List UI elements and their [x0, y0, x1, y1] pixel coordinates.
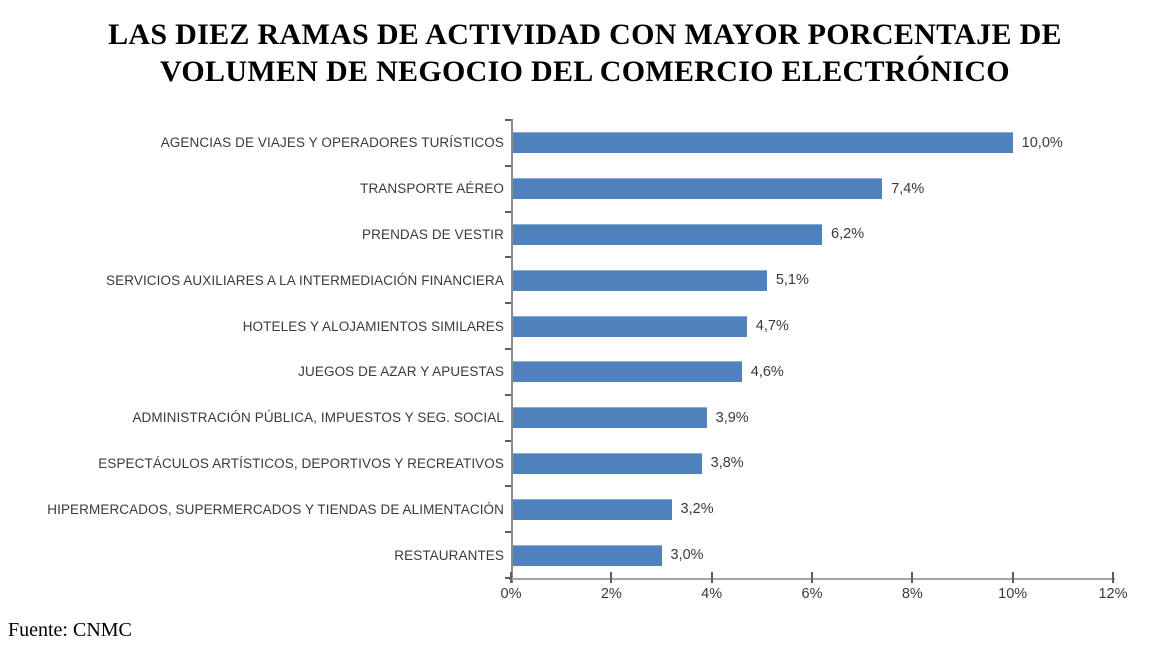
category-label: SERVICIOS AUXILIARES A LA INTERMEDIACIÓN… [106, 272, 504, 288]
value-label: 3,2% [680, 501, 714, 518]
bar-track: 6,2% [511, 212, 1113, 258]
y-axis-tick [505, 348, 511, 350]
plot-area: AGENCIAS DE VIAJES Y OPERADORES TURÍSTIC… [0, 120, 1170, 578]
x-axis-tick-label: 6% [801, 586, 823, 602]
bar-track: 4,7% [511, 303, 1113, 349]
y-axis-line [511, 119, 513, 583]
x-axis-tick-label: 0% [500, 586, 522, 602]
y-axis-tick [505, 577, 511, 579]
x-axis-tick [710, 572, 713, 583]
x-axis-tick [911, 572, 914, 583]
value-label: 4,7% [755, 318, 789, 335]
x-axis-tick [1112, 572, 1114, 583]
bar-row: JUEGOS DE AZAR Y APUESTAS 4,6% [0, 349, 1170, 395]
bar [511, 132, 1013, 154]
category-label: ADMINISTRACIÓN PÚBLICA, IMPUESTOS Y SEG.… [132, 410, 504, 426]
bar-track: 3,2% [511, 486, 1113, 532]
x-axis-tick-label: 10% [998, 586, 1028, 602]
bar-row: ESPECTÁCULOS ARTÍSTICOS, DEPORTIVOS Y RE… [0, 441, 1170, 487]
bar [511, 452, 702, 474]
y-axis-tick [505, 302, 511, 305]
value-label: 7,4% [891, 180, 925, 197]
category-label: TRANSPORTE AÉREO [360, 181, 504, 197]
x-axis-tick-label: 4% [701, 586, 723, 602]
bar-track: 7,4% [511, 166, 1113, 212]
x-axis-tick [610, 572, 613, 583]
bar [511, 498, 672, 520]
bar [511, 544, 662, 566]
bar-row: RESTAURANTES 3,0% [0, 532, 1170, 578]
value-label: 3,9% [715, 409, 749, 426]
value-label: 4,6% [750, 363, 784, 380]
value-label: 10,0% [1021, 134, 1063, 151]
chart-title-line-1: LAS DIEZ RAMAS DE ACTIVIDAD CON MAYOR PO… [108, 18, 1062, 51]
y-axis-tick [505, 164, 511, 167]
value-label: 6,2% [831, 226, 865, 243]
category-label: RESTAURANTES [394, 547, 504, 563]
chart-title: LAS DIEZ RAMAS DE ACTIVIDAD CON MAYOR PO… [0, 16, 1170, 90]
bar-row: SERVICIOS AUXILIARES A LA INTERMEDIACIÓN… [0, 257, 1170, 303]
bar [511, 223, 823, 245]
category-label: PRENDAS DE VESTIR [362, 226, 504, 242]
category-label: ESPECTÁCULOS ARTÍSTICOS, DEPORTIVOS Y RE… [98, 455, 504, 471]
x-axis-tick [510, 572, 512, 583]
source-note: Fuente: CNMC [8, 619, 132, 641]
x-axis-tick-label: 2% [600, 586, 622, 602]
value-label: 5,1% [775, 272, 809, 289]
bar [511, 178, 883, 200]
y-axis-tick [505, 485, 511, 488]
bar-row: PRENDAS DE VESTIR 6,2% [0, 212, 1170, 258]
bar-track: 4,6% [511, 349, 1113, 395]
y-axis-tick [505, 119, 511, 121]
bar-row: ADMINISTRACIÓN PÚBLICA, IMPUESTOS Y SEG.… [0, 395, 1170, 441]
chart-title-line-2: VOLUMEN DE NEGOCIO DEL COMERCIO ELECTRÓN… [160, 55, 1010, 88]
y-axis-tick [505, 531, 511, 534]
category-label: JUEGOS DE AZAR Y APUESTAS [298, 364, 504, 380]
bar [511, 361, 742, 383]
x-axis-tick-label: 8% [901, 586, 923, 602]
y-axis-tick [505, 256, 511, 259]
bar-track: 3,8% [511, 441, 1113, 487]
x-axis-tick [811, 572, 813, 583]
y-axis-tick [505, 393, 511, 396]
bar-track: 3,0% [511, 532, 1113, 578]
bar-row: HOTELES Y ALOJAMIENTOS SIMILARES 4,7% [0, 303, 1170, 349]
bar-track: 3,9% [511, 395, 1113, 441]
bar-row: HIPERMERCADOS, SUPERMERCADOS Y TIENDAS D… [0, 486, 1170, 532]
bar [511, 315, 747, 337]
y-axis-tick [505, 439, 511, 442]
value-label: 3,0% [670, 547, 704, 564]
bar [511, 407, 707, 429]
bar-row: TRANSPORTE AÉREO 7,4% [0, 166, 1170, 212]
value-label: 3,8% [710, 455, 744, 472]
category-label: HOTELES Y ALOJAMIENTOS SIMILARES [242, 318, 504, 334]
x-axis-tick [1011, 572, 1014, 583]
bar-track: 5,1% [511, 257, 1113, 303]
x-axis-tick-label: 12% [1098, 586, 1128, 602]
category-label: HIPERMERCADOS, SUPERMERCADOS Y TIENDAS D… [47, 501, 504, 517]
bar-row: AGENCIAS DE VIAJES Y OPERADORES TURÍSTIC… [0, 120, 1170, 166]
category-label: AGENCIAS DE VIAJES Y OPERADORES TURÍSTIC… [160, 135, 504, 151]
y-axis-tick [505, 210, 511, 213]
bar [511, 269, 767, 291]
bar-track: 10,0% [511, 120, 1113, 166]
